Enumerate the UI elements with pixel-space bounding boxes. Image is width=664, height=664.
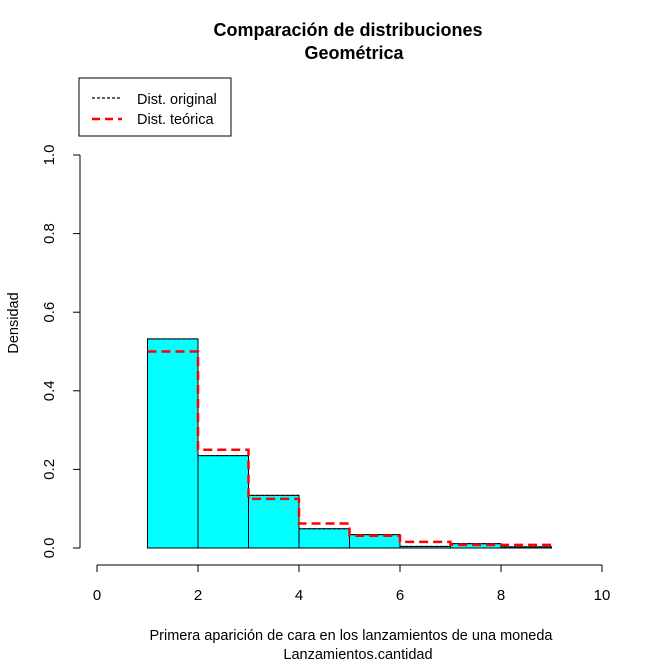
y-tick-label: 0.6 [41,302,58,323]
x-tick-label: 8 [497,587,505,604]
x-axis-subtitle: Lanzamientos.cantidad [283,647,432,663]
x-tick-label: 4 [295,587,303,604]
legend: Dist. original Dist. teórica [78,77,232,137]
y-tick-label: 0.2 [41,459,58,480]
histogram-bar [248,494,300,549]
legend-original-label: Dist. original [137,92,217,108]
histogram-bar [298,528,350,549]
histogram-bar [147,338,199,549]
chart-title: Comparación de distribuciones [213,20,482,40]
y-axis: 0.0 0.2 0.4 0.6 0.8 1.0 [41,145,81,559]
original-distribution-line [147,338,552,548]
y-axis-title: Densidad [6,292,22,353]
y-tick-label: 1.0 [41,145,58,166]
chart-subtitle: Geométrica [304,43,404,63]
x-tick-label: 2 [194,587,202,604]
x-tick-label: 0 [93,587,101,604]
lines-group [147,338,552,548]
y-tick-label: 0.8 [41,223,58,244]
bars-group [147,338,552,549]
legend-box [78,77,232,137]
theoretical-distribution-line [147,350,552,547]
x-tick-label: 6 [396,587,404,604]
histogram-bar [197,455,249,549]
y-tick-label: 0.0 [41,538,58,559]
y-tick-label: 0.4 [41,380,58,401]
x-axis: 0 2 4 6 8 10 [93,564,611,604]
x-axis-title: Primera aparición de cara en los lanzami… [149,628,553,644]
legend-theoretical-label: Dist. teórica [137,112,214,128]
x-tick-label: 10 [594,587,611,604]
